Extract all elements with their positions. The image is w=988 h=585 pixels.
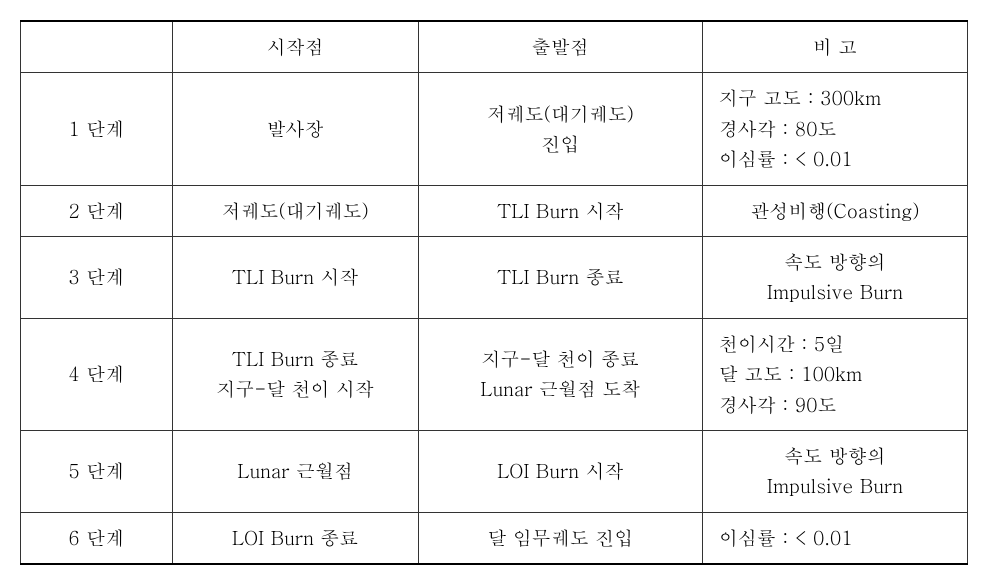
- cell-start: TLI Burn 종료 지구-달 천이 시작: [172, 318, 418, 430]
- mission-stages-table-wrapper: 시작점 출발점 비 고 1 단계 발사장 저궤도(대기궤도) 진입 지구 고도 …: [20, 20, 968, 565]
- header-blank: [21, 21, 173, 73]
- table-row: 5 단계 Lunar 근월점 LOI Burn 시작 속도 방향의 Impuls…: [21, 430, 968, 512]
- cell-depart: TLI Burn 종료: [418, 236, 702, 318]
- cell-start: 발사장: [172, 73, 418, 185]
- cell-depart: 지구-달 천이 종료 Lunar 근월점 도착: [418, 318, 702, 430]
- cell-depart: 달 임무궤도 진입: [418, 512, 702, 564]
- cell-stage: 6 단계: [21, 512, 173, 564]
- table-row: 3 단계 TLI Burn 시작 TLI Burn 종료 속도 방향의 Impu…: [21, 236, 968, 318]
- table-row: 4 단계 TLI Burn 종료 지구-달 천이 시작 지구-달 천이 종료 L…: [21, 318, 968, 430]
- cell-start: 저궤도(대기궤도): [172, 185, 418, 236]
- mission-stages-table: 시작점 출발점 비 고 1 단계 발사장 저궤도(대기궤도) 진입 지구 고도 …: [20, 20, 968, 565]
- cell-remark: 이심률 : < 0.01: [702, 512, 967, 564]
- table-header-row: 시작점 출발점 비 고: [21, 21, 968, 73]
- cell-stage: 5 단계: [21, 430, 173, 512]
- cell-stage: 2 단계: [21, 185, 173, 236]
- cell-depart: 저궤도(대기궤도) 진입: [418, 73, 702, 185]
- header-remark: 비 고: [702, 21, 967, 73]
- cell-stage: 1 단계: [21, 73, 173, 185]
- cell-remark: 관성비행(Coasting): [702, 185, 967, 236]
- cell-remark: 속도 방향의 Impulsive Burn: [702, 430, 967, 512]
- cell-start: LOI Burn 종료: [172, 512, 418, 564]
- cell-stage: 4 단계: [21, 318, 173, 430]
- header-remark-text: 비 고: [813, 33, 857, 60]
- table-row: 6 단계 LOI Burn 종료 달 임무궤도 진입 이심률 : < 0.01: [21, 512, 968, 564]
- cell-remark: 속도 방향의 Impulsive Burn: [702, 236, 967, 318]
- table-row: 1 단계 발사장 저궤도(대기궤도) 진입 지구 고도 : 300km 경사각 …: [21, 73, 968, 185]
- table-header: 시작점 출발점 비 고: [21, 21, 968, 73]
- header-depart: 출발점: [418, 21, 702, 73]
- table-body: 1 단계 발사장 저궤도(대기궤도) 진입 지구 고도 : 300km 경사각 …: [21, 73, 968, 564]
- cell-stage: 3 단계: [21, 236, 173, 318]
- cell-depart: LOI Burn 시작: [418, 430, 702, 512]
- cell-start: Lunar 근월점: [172, 430, 418, 512]
- cell-start: TLI Burn 시작: [172, 236, 418, 318]
- cell-remark: 천이시간 : 5일 달 고도 : 100km 경사각 : 90도: [702, 318, 967, 430]
- cell-remark: 지구 고도 : 300km 경사각 : 80도 이심률 : < 0.01: [702, 73, 967, 185]
- table-row: 2 단계 저궤도(대기궤도) TLI Burn 시작 관성비행(Coasting…: [21, 185, 968, 236]
- cell-depart: TLI Burn 시작: [418, 185, 702, 236]
- header-start: 시작점: [172, 21, 418, 73]
